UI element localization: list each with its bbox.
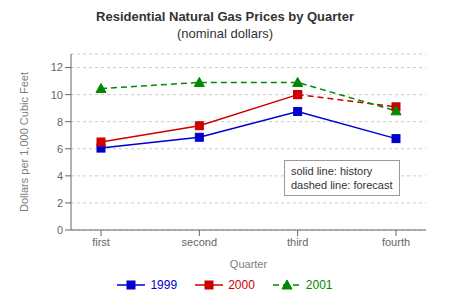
html-text:solid line: history: solid line: history: [291, 165, 373, 177]
svg-text:Quarter: Quarter: [230, 258, 268, 270]
svg-text:second: second: [182, 236, 217, 248]
svg-text:12: 12: [51, 61, 63, 73]
html-text:2001: 2001: [305, 278, 333, 292]
html-text:Residential Natural Gas Prices: Residential Natural Gas Prices by Quarte…: [96, 9, 354, 24]
svg-text:6: 6: [57, 143, 63, 155]
svg-text:first: first: [92, 236, 110, 248]
svg-text:10: 10: [51, 89, 63, 101]
html-text:1999: 1999: [150, 278, 178, 292]
svg-text:Dollars per 1,000 Cubic Feet: Dollars per 1,000 Cubic Feet: [18, 72, 30, 212]
svg-text:4: 4: [57, 170, 63, 182]
svg-text:2: 2: [57, 197, 63, 209]
svg-text:fourth: fourth: [382, 236, 410, 248]
html-text:(nominal dollars): (nominal dollars): [177, 26, 273, 41]
svg-text:0: 0: [57, 224, 63, 236]
html-text:2000: 2000: [228, 278, 255, 292]
svg-text:8: 8: [57, 116, 63, 128]
html-text:dashed line: forecast: dashed line: forecast: [291, 179, 393, 191]
svg-text:third: third: [287, 236, 308, 248]
